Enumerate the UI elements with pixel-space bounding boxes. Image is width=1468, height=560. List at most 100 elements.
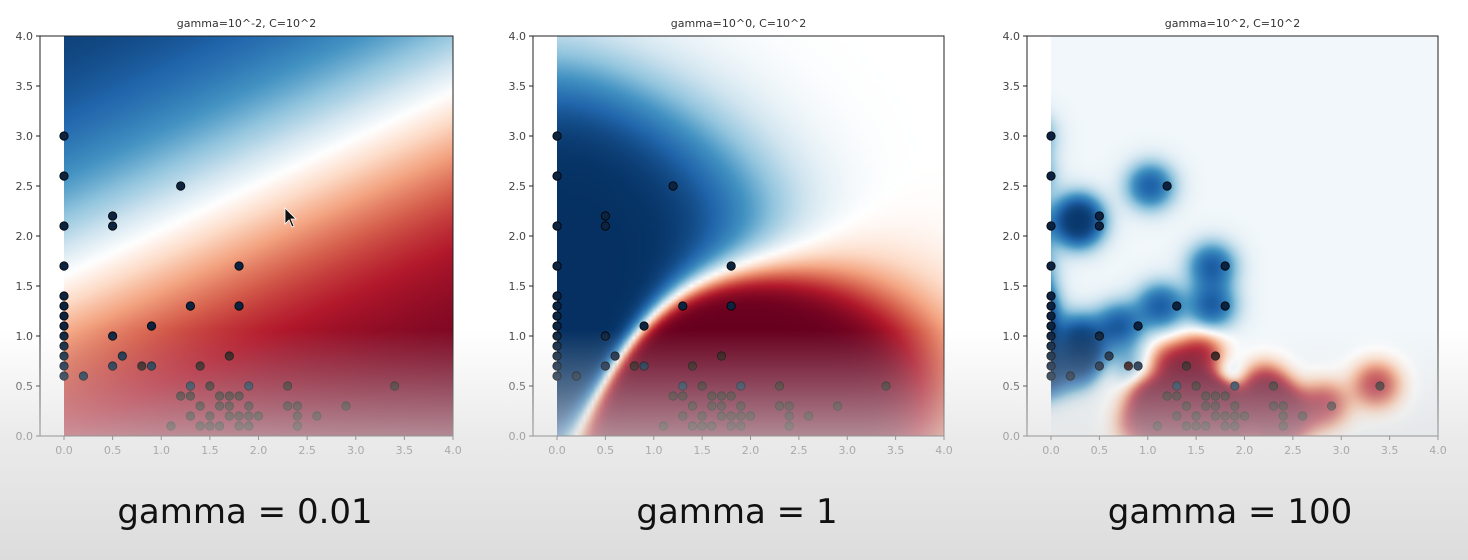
data-point-blue — [59, 311, 69, 321]
data-point-red — [1375, 381, 1385, 391]
data-point-red — [1162, 391, 1172, 401]
data-point-red — [1297, 411, 1308, 421]
data-point-blue — [108, 221, 118, 231]
y-tick-label: 0.0 — [509, 430, 527, 443]
data-point-red — [716, 411, 727, 421]
caption-gamma-100: gamma = 100 — [1107, 492, 1353, 532]
data-point-red — [1201, 401, 1211, 411]
data-point-red — [1239, 411, 1250, 421]
data-point-red — [1181, 361, 1192, 371]
data-point-red — [687, 401, 698, 411]
data-point-blue — [59, 221, 69, 231]
data-point-blue — [1046, 341, 1056, 351]
y-tick-label: 2.0 — [1003, 230, 1021, 243]
x-tick-label: 3.0 — [347, 444, 365, 457]
data-point-red — [137, 361, 147, 371]
data-point-blue — [1094, 361, 1104, 371]
data-point-blue — [552, 331, 562, 341]
data-point-red — [736, 421, 746, 431]
data-point-red — [1326, 401, 1337, 411]
data-point-red — [224, 411, 234, 421]
data-point-red — [312, 411, 322, 421]
data-point-blue — [1046, 311, 1056, 321]
data-point-red — [1278, 421, 1288, 431]
data-point-blue — [1046, 171, 1056, 181]
data-point-blue — [234, 301, 244, 311]
y-tick-label: 3.5 — [16, 80, 34, 93]
x-tick-label: 4.0 — [1429, 444, 1447, 457]
data-point-red — [195, 421, 205, 431]
data-point-red — [1210, 391, 1221, 401]
y-tick-label: 4.0 — [16, 30, 34, 43]
data-point-red — [716, 391, 727, 401]
y-tick-label: 0.0 — [1003, 430, 1021, 443]
data-point-blue — [552, 311, 562, 321]
data-point-blue — [571, 371, 581, 381]
data-point-red — [253, 411, 264, 421]
data-point-red — [215, 401, 225, 411]
data-point-blue — [1046, 351, 1056, 361]
data-point-red — [244, 401, 254, 411]
x-tick-label: 1.0 — [1139, 444, 1157, 457]
data-point-red — [195, 401, 205, 411]
data-point-blue — [108, 361, 118, 371]
caption-gamma-0.01: gamma = 0.01 — [117, 492, 373, 532]
x-tick-label: 2.0 — [250, 444, 268, 457]
data-point-blue — [678, 381, 688, 391]
data-point-blue — [668, 181, 678, 191]
data-point-blue — [244, 381, 254, 391]
x-tick-label: 4.0 — [935, 444, 953, 457]
data-point-blue — [59, 321, 69, 331]
data-point-red — [244, 421, 254, 431]
data-point-red — [707, 421, 717, 431]
data-point-blue — [146, 361, 157, 371]
data-point-red — [1210, 411, 1221, 421]
y-tick-label: 3.5 — [1003, 80, 1021, 93]
data-point-blue — [600, 211, 610, 221]
data-point-red — [292, 421, 302, 431]
caption-gamma-1: gamma = 1 — [636, 492, 838, 532]
data-point-blue — [185, 381, 196, 391]
y-tick-label: 1.5 — [16, 280, 34, 293]
x-tick-label: 2.0 — [1236, 444, 1254, 457]
data-point-red — [784, 411, 794, 421]
data-point-blue — [176, 181, 186, 191]
data-point-red — [658, 421, 669, 431]
y-tick-label: 2.0 — [16, 230, 34, 243]
data-point-red — [726, 411, 736, 421]
x-tick-label: 2.5 — [298, 444, 316, 457]
data-point-blue — [59, 371, 69, 381]
x-tick-label: 3.0 — [839, 444, 857, 457]
data-point-red — [803, 411, 814, 421]
data-point-red — [687, 421, 698, 431]
data-point-red — [1181, 421, 1192, 431]
x-tick-label: 0.5 — [597, 444, 615, 457]
decision-heatmap — [533, 36, 944, 436]
data-point-red — [774, 401, 785, 411]
data-point-blue — [1230, 381, 1240, 391]
data-point-red — [341, 401, 351, 411]
data-point-red — [697, 421, 707, 431]
x-tick-label: 2.5 — [1284, 444, 1302, 457]
data-point-red — [185, 391, 196, 401]
y-tick-label: 2.5 — [509, 180, 527, 193]
data-point-blue — [552, 221, 562, 231]
data-point-blue — [234, 261, 244, 271]
x-tick-label: 0.5 — [1091, 444, 1109, 457]
data-point-blue — [59, 171, 69, 181]
data-point-blue — [552, 321, 562, 331]
data-point-red — [1191, 421, 1201, 431]
y-tick-label: 3.5 — [509, 80, 527, 93]
data-point-red — [1201, 391, 1211, 401]
x-tick-label: 0.0 — [1042, 444, 1060, 457]
x-tick-label: 2.0 — [742, 444, 760, 457]
x-tick-label: 0.5 — [104, 444, 122, 457]
data-point-blue — [552, 341, 562, 351]
x-tick-label: 1.5 — [693, 444, 711, 457]
y-tick-label: 1.0 — [1003, 330, 1021, 343]
subplot-title: gamma=10^-2, C=10^2 — [177, 17, 316, 30]
data-point-blue — [552, 351, 562, 361]
subplot-2: 0.0 0.5 1.0 1.5 2.0 2.5 3.0 3.5 4.0 0.0 0.5 1.0 1.5 2… — [509, 17, 953, 457]
data-point-blue — [1046, 291, 1056, 301]
